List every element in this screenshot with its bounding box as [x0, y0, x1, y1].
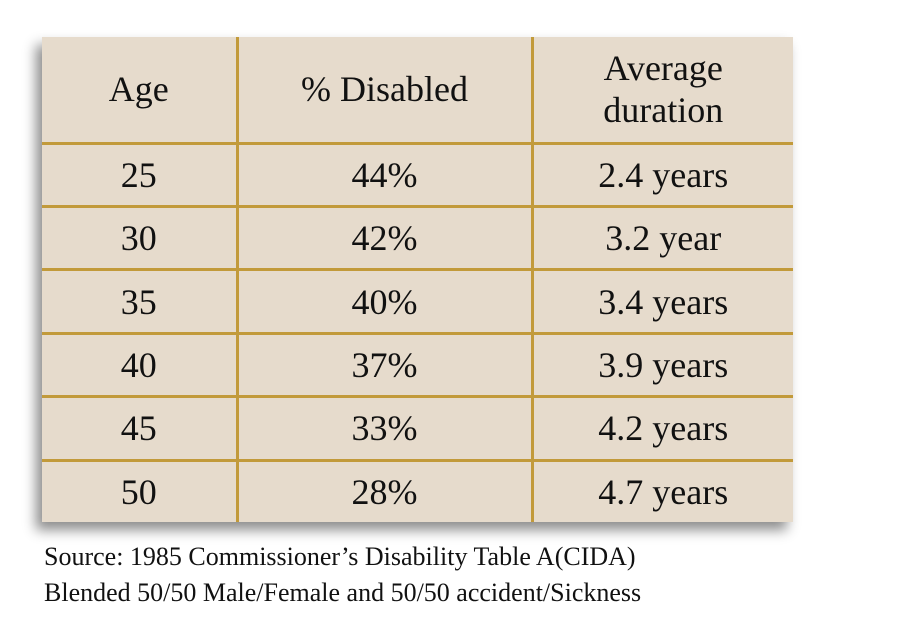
data-row: 50 28% 4.7 years — [42, 458, 793, 522]
header-cell: % Disabled — [235, 37, 534, 145]
header-row: Age % Disabled Average duration — [42, 37, 793, 145]
source-note: Source: 1985 Commissioner’s Disability T… — [44, 542, 636, 571]
data-row: 45 33% 4.2 years — [42, 395, 793, 462]
source-note: Blended 50/50 Male/Female and 50/50 acci… — [44, 578, 642, 607]
disability-table: Age % Disabled Average duration 25 44% 2.4… — [42, 37, 793, 522]
cell: 30 — [42, 205, 239, 272]
cell: 3.2 year — [530, 205, 793, 272]
cell: 37% — [235, 331, 534, 399]
header-cell: Age — [42, 37, 239, 145]
cell: 45 — [42, 395, 239, 462]
header-cell: Average duration — [530, 37, 793, 145]
cell: 4.2 years — [530, 395, 793, 462]
cell: 3.4 years — [530, 268, 793, 335]
cell: 40% — [235, 268, 534, 335]
cell: 3.9 years — [530, 331, 793, 399]
cell: 50 — [42, 458, 239, 522]
cell: 44% — [235, 141, 534, 209]
cell: 4.7 years — [530, 458, 793, 522]
cell: 25 — [42, 141, 239, 209]
data-row: 35 40% 3.4 years — [42, 268, 793, 335]
cell: 42% — [235, 205, 534, 272]
data-row: 25 44% 2.4 years — [42, 141, 793, 209]
data-row: 30 42% 3.2 year — [42, 205, 793, 272]
cell: 33% — [235, 395, 534, 462]
cell: 28% — [235, 458, 534, 522]
cell: 40 — [42, 331, 239, 399]
cell: 2.4 years — [530, 141, 793, 209]
cell: 35 — [42, 268, 239, 335]
data-row: 40 37% 3.9 years — [42, 331, 793, 399]
